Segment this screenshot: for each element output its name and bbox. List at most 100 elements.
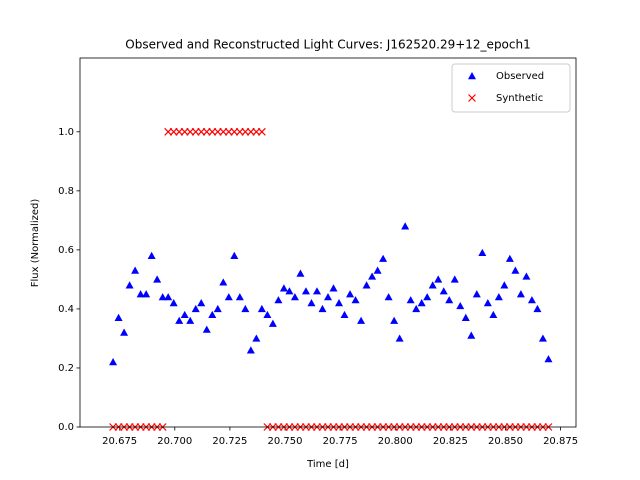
point (246, 346, 255, 354)
point (406, 296, 415, 304)
point (279, 284, 288, 292)
point (373, 266, 382, 274)
point (450, 275, 459, 283)
point (516, 290, 525, 298)
point (296, 269, 305, 277)
point (318, 304, 327, 313)
legend-label: Observed (496, 71, 544, 82)
point (158, 293, 167, 301)
point (390, 316, 399, 324)
point (301, 287, 310, 295)
point (285, 287, 294, 295)
point (147, 251, 156, 259)
point (180, 310, 189, 319)
point (434, 275, 443, 283)
point (489, 310, 498, 319)
point (120, 328, 129, 336)
point (114, 313, 123, 321)
y-tick-label: 0.4 (58, 304, 74, 315)
point (412, 304, 421, 313)
point (428, 281, 437, 289)
point (461, 313, 470, 321)
point (329, 284, 338, 292)
x-tick-label: 20.875 (543, 436, 578, 447)
point (494, 293, 503, 301)
x-tick-label: 20.850 (488, 436, 523, 447)
point (241, 304, 250, 313)
point (197, 299, 206, 307)
point (186, 316, 195, 324)
legend-marker (468, 72, 476, 80)
point (511, 266, 520, 274)
point (368, 272, 377, 280)
point (257, 127, 266, 136)
point (423, 293, 432, 301)
y-tick-label: 0.8 (58, 186, 74, 197)
point (346, 290, 355, 298)
point (527, 296, 536, 304)
point (252, 334, 261, 342)
point (274, 296, 283, 304)
point (500, 281, 509, 289)
point (136, 290, 145, 298)
x-axis-label: Time [d] (306, 459, 349, 470)
point (290, 293, 299, 301)
point (351, 296, 360, 304)
point (379, 254, 388, 262)
plot-frame (79, 57, 577, 428)
point (213, 304, 222, 313)
point (131, 266, 140, 274)
y-tick-label: 0.0 (58, 422, 74, 433)
point (169, 299, 178, 307)
point (445, 296, 454, 304)
point (191, 304, 200, 313)
point (125, 281, 134, 289)
point (268, 319, 277, 327)
point (439, 287, 448, 295)
point (235, 293, 244, 301)
chart-title: Observed and Reconstructed Light Curves:… (125, 38, 531, 52)
point (401, 222, 410, 230)
x-tick-label: 20.800 (378, 436, 413, 447)
point (478, 248, 487, 257)
point (202, 325, 211, 333)
point (357, 316, 366, 324)
legend-box (451, 63, 571, 113)
point (538, 334, 547, 342)
y-tick-label: 0.6 (58, 245, 74, 256)
point (224, 293, 233, 301)
point (153, 275, 162, 283)
y-tick-label: 1.0 (58, 127, 74, 138)
x-tick-label: 20.775 (323, 436, 358, 447)
point (522, 272, 531, 280)
point (335, 299, 344, 307)
point (483, 299, 492, 307)
x-tick-label: 20.825 (433, 436, 468, 447)
legend-marker (468, 94, 476, 102)
point (307, 299, 316, 307)
point (263, 310, 272, 319)
y-tick-label: 0.2 (58, 363, 74, 374)
point (208, 310, 217, 319)
point (219, 278, 228, 286)
point (505, 254, 514, 262)
x-tick-label: 20.675 (102, 436, 137, 447)
point (384, 293, 393, 301)
point (395, 334, 404, 342)
point (175, 316, 184, 324)
point (472, 290, 481, 298)
x-tick-label: 20.700 (157, 436, 192, 447)
point (109, 358, 118, 366)
point (312, 287, 321, 295)
x-tick-label: 20.750 (268, 436, 303, 447)
point (230, 251, 239, 259)
point (324, 293, 332, 301)
point (544, 355, 553, 363)
y-axis-label: Flux (Normalized) (30, 199, 41, 288)
point (362, 281, 371, 289)
point (417, 299, 426, 307)
point (142, 290, 151, 298)
point (340, 310, 349, 319)
